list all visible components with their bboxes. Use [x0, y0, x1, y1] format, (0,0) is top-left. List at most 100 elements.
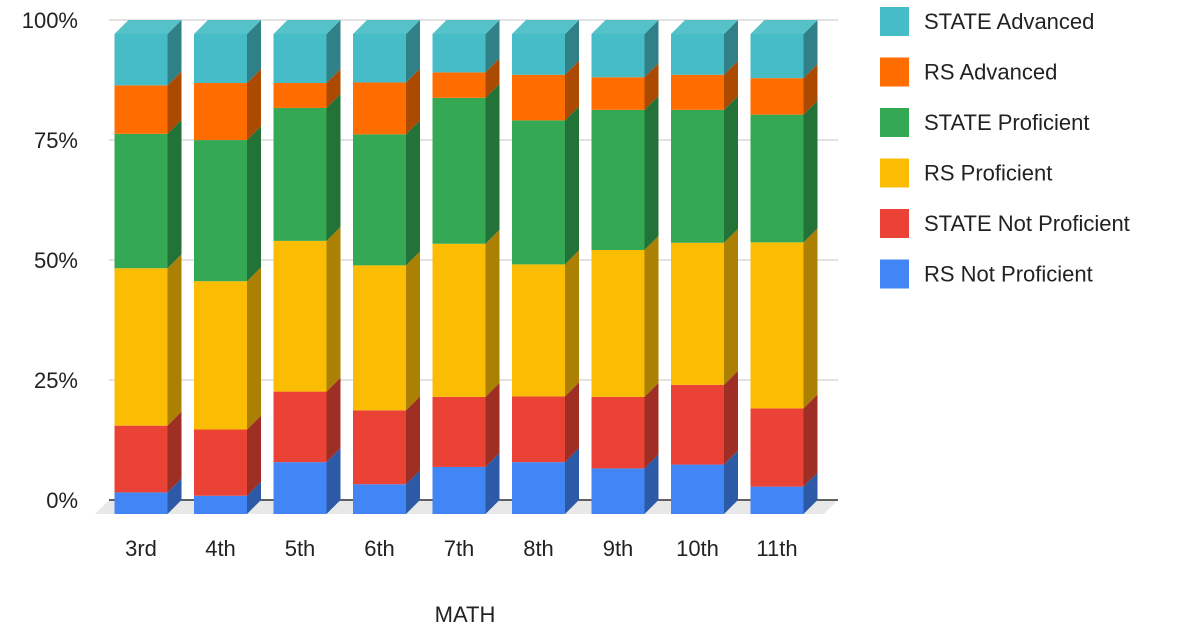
bar-6th-state-advanced	[353, 34, 406, 83]
bar-4th-rs-not-proficient-side	[247, 481, 261, 514]
bar-4th-state-proficient-side	[247, 126, 261, 282]
bar-7th-rs-advanced-side	[485, 58, 500, 98]
bar-5th-state-proficient-side	[326, 93, 341, 241]
legend-item-state-not-proficient: STATE Not Proficient	[880, 209, 1130, 238]
legend-item-state-advanced: STATE Advanced	[880, 7, 1094, 36]
bar-7th-state-not-proficient	[432, 396, 486, 467]
bar-10th-state-proficient	[671, 109, 724, 243]
bar-8th-state-not-proficient-side	[565, 382, 579, 463]
legend-label-state-not-proficient: STATE Not Proficient	[924, 211, 1130, 236]
bar-4th-state-advanced-top	[194, 20, 261, 34]
bar-10th-state-not-proficient-side	[724, 370, 738, 465]
bar-10th-state-proficient-side	[724, 95, 738, 243]
bar-8th-rs-advanced-side	[565, 60, 579, 121]
bar-9th-state-proficient-side	[644, 95, 659, 250]
x-axis-title: MATH	[435, 602, 496, 627]
bar-3rd-state-not-proficient	[114, 425, 168, 493]
bar-8th-state-proficient-side	[565, 106, 579, 265]
bar-9th-rs-not-proficient-side	[644, 454, 659, 514]
bar-3rd-rs-not-proficient-side	[167, 478, 182, 514]
bar-10th-state-advanced-top	[671, 20, 738, 34]
bar-3rd-state-proficient	[114, 133, 168, 269]
bar-7th-rs-not-proficient	[432, 466, 486, 514]
bar-6th-rs-not-proficient	[353, 484, 406, 514]
bar-stack-10th	[671, 20, 738, 514]
legend-item-rs-advanced: RS Advanced	[880, 57, 1057, 87]
bar-5th-state-not-proficient	[273, 391, 327, 463]
bar-5th-rs-not-proficient	[273, 462, 327, 514]
y-axis-ticks: 0% 25% 50% 75% 100%	[22, 8, 78, 513]
bar-3rd-rs-proficient-side	[167, 254, 182, 426]
legend-label-rs-not-proficient: RS Not Proficient	[924, 262, 1093, 287]
bar-3rd-state-advanced-side	[167, 20, 182, 86]
x-tick-label-7th: 7th	[444, 536, 475, 561]
bar-5th-state-advanced	[273, 34, 327, 83]
bar-3rd-state-proficient-side	[167, 119, 182, 269]
legend-label-rs-advanced: RS Advanced	[924, 60, 1057, 85]
bar-10th-state-advanced	[671, 34, 724, 75]
bar-10th-rs-proficient	[671, 242, 724, 385]
bar-8th-rs-advanced	[512, 74, 565, 121]
bar-7th-state-advanced-top	[432, 20, 500, 34]
x-tick-label-3rd: 3rd	[125, 536, 157, 561]
bar-stack-9th	[591, 20, 659, 514]
bar-11th-state-not-proficient	[750, 408, 804, 487]
bar-9th-state-advanced-side	[644, 20, 659, 78]
bar-3rd-state-not-proficient-side	[167, 411, 182, 493]
bar-9th-rs-proficient-side	[644, 236, 659, 397]
x-tick-label-4th: 4th	[205, 536, 236, 561]
bar-9th-rs-not-proficient	[591, 468, 645, 514]
bar-4th-state-not-proficient	[194, 429, 247, 496]
legend-swatch-state-advanced	[880, 7, 909, 36]
bar-5th-rs-not-proficient-side	[326, 448, 341, 514]
bar-7th-rs-proficient-side	[485, 229, 500, 397]
x-tick-label-6th: 6th	[364, 536, 395, 561]
bar-4th-state-advanced	[194, 34, 247, 83]
bar-11th-rs-advanced-side	[803, 64, 818, 115]
bar-3rd-rs-not-proficient	[114, 492, 168, 514]
bar-8th-rs-proficient-side	[565, 250, 579, 397]
bar-4th-state-advanced-side	[247, 20, 261, 83]
bar-4th-rs-not-proficient	[194, 495, 247, 514]
bar-stack-5th	[273, 20, 341, 514]
bar-stack-3rd	[114, 20, 182, 514]
bar-5th-state-advanced-side	[326, 20, 341, 83]
bar-stack-7th	[432, 20, 500, 514]
legend-swatch-state-not-proficient	[880, 209, 909, 238]
bar-6th-state-proficient-side	[406, 120, 420, 266]
bar-11th-rs-proficient-side	[803, 228, 818, 409]
bar-6th-state-advanced-side	[406, 20, 420, 83]
bar-9th-state-not-proficient-side	[644, 382, 659, 469]
legend-item-rs-not-proficient: RS Not Proficient	[880, 259, 1093, 289]
bar-11th-state-advanced-side	[803, 20, 818, 79]
bar-9th-rs-advanced-side	[644, 63, 659, 110]
bars	[114, 20, 818, 514]
legend-swatch-rs-not-proficient	[880, 259, 909, 289]
legend-item-state-proficient: STATE Proficient	[880, 108, 1089, 137]
bar-6th-rs-advanced-side	[406, 68, 420, 135]
legend-label-state-proficient: STATE Proficient	[924, 110, 1089, 135]
bar-4th-state-not-proficient-side	[247, 415, 261, 496]
bar-6th-rs-proficient-side	[406, 251, 420, 411]
y-tick-label-50: 50%	[34, 248, 78, 273]
bar-8th-state-not-proficient	[512, 396, 565, 463]
bar-6th-rs-advanced	[353, 82, 406, 135]
bar-10th-rs-advanced-side	[724, 60, 738, 110]
y-tick-label-100: 100%	[22, 8, 78, 33]
bar-11th-rs-proficient	[750, 242, 804, 409]
x-tick-label-11th: 11th	[756, 536, 797, 561]
bar-5th-rs-advanced-side	[326, 68, 341, 108]
bar-7th-state-not-proficient-side	[485, 382, 500, 467]
x-tick-label-8th: 8th	[523, 536, 554, 561]
bar-4th-state-proficient	[194, 140, 247, 282]
bar-10th-rs-proficient-side	[724, 228, 738, 385]
bar-3rd-rs-proficient	[114, 268, 168, 426]
bar-8th-rs-not-proficient-side	[565, 448, 579, 514]
y-tick-label-75: 75%	[34, 128, 78, 153]
bar-6th-state-proficient	[353, 134, 406, 266]
bar-11th-rs-not-proficient	[750, 486, 804, 514]
legend-label-rs-proficient: RS Proficient	[924, 161, 1052, 186]
bar-7th-state-advanced-side	[485, 20, 500, 73]
bar-10th-rs-advanced	[671, 74, 724, 110]
bar-7th-rs-proficient	[432, 243, 486, 397]
